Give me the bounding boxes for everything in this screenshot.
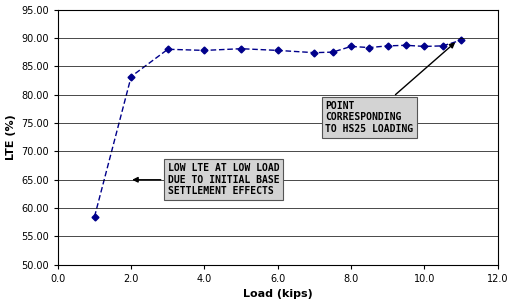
Y-axis label: LTE (%): LTE (%) [6, 114, 15, 160]
Text: POINT
CORRESPONDING
TO HS25 LOADING: POINT CORRESPONDING TO HS25 LOADING [325, 43, 454, 134]
Text: LOW LTE AT LOW LOAD
DUE TO INITIAL BASE
SETTLEMENT EFFECTS: LOW LTE AT LOW LOAD DUE TO INITIAL BASE … [134, 163, 280, 196]
X-axis label: Load (kips): Load (kips) [243, 289, 313, 300]
